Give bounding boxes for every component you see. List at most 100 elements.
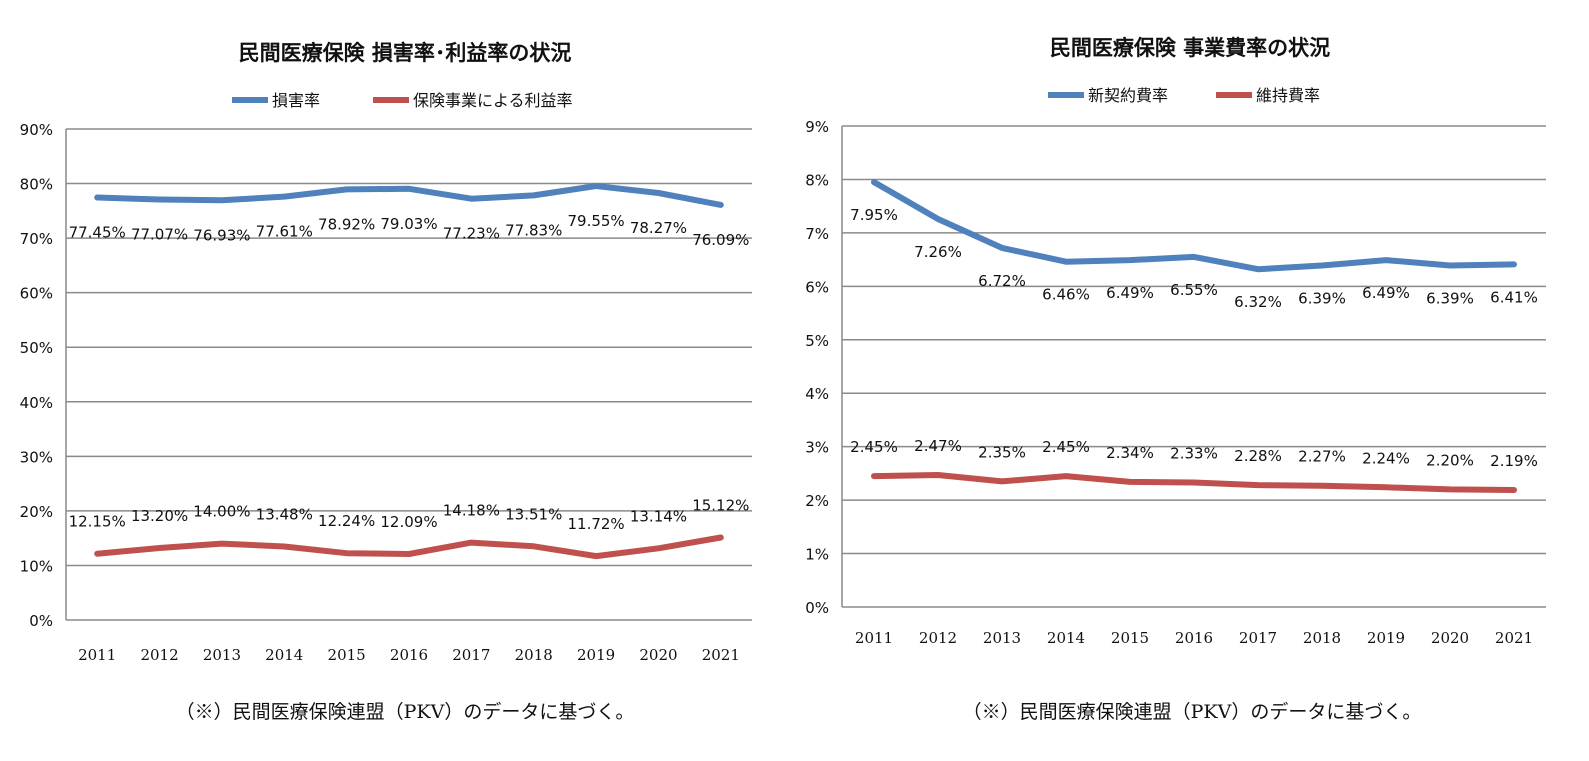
series-lines — [94, 183, 724, 560]
y-tick-labels: 0% 10% 20% 30% 40% 50% 60% 70% 80% 90% — [20, 121, 53, 630]
data-label: 6.39% — [1426, 289, 1474, 307]
series-lines — [871, 179, 1517, 493]
y-tick-label: 40% — [20, 394, 53, 412]
y-tick-label: 60% — [20, 285, 53, 303]
data-label: 77.83% — [505, 221, 562, 239]
x-tick-label: 2021 — [1495, 629, 1533, 647]
data-label: 2.45% — [850, 438, 898, 456]
data-label: 79.55% — [567, 212, 624, 230]
data-label: 15.12% — [692, 497, 749, 515]
data-labels: 77.45% 77.07% 76.93% 77.61% 78.92% 79.03% 77.2… — [69, 212, 750, 533]
x-tick-label: 2013 — [203, 646, 241, 664]
data-labels: 7.95% 7.26% 6.72% 6.46% 6.49% 6.55% 6.32% 6.39%… — [850, 206, 1538, 470]
x-tick-label: 2019 — [577, 646, 615, 664]
x-tick-label: 2012 — [919, 629, 957, 647]
data-label: 77.07% — [131, 226, 188, 244]
x-tick-label: 2011 — [78, 646, 116, 664]
y-tick-label: 6% — [805, 278, 829, 296]
data-label: 12.15% — [69, 513, 126, 531]
x-tick-labels: 2011 2012 2013 2014 2015 2016 2017 2018 2019 2020… — [78, 646, 740, 664]
data-label: 2.27% — [1298, 448, 1346, 466]
legend-label-loss-ratio: 損害率 — [272, 91, 320, 110]
data-label: 13.20% — [131, 507, 188, 525]
x-tick-label: 2015 — [328, 646, 366, 664]
data-label: 14.00% — [193, 503, 250, 521]
data-label: 13.14% — [630, 507, 687, 525]
data-label: 6.55% — [1170, 281, 1218, 299]
data-label: 6.46% — [1042, 286, 1090, 304]
loss-profit-chart: 民間医療保険 損害率･利益率の状況 損害率 保険事業による利益率 0% 10% 20… — [20, 41, 752, 723]
y-tick-label: 90% — [20, 121, 53, 139]
legend-label-profit-ratio: 保険事業による利益率 — [413, 91, 573, 110]
y-tick-label: 8% — [805, 171, 829, 189]
data-label: 13.51% — [505, 505, 562, 523]
x-tick-label: 2016 — [390, 646, 428, 664]
data-label: 14.18% — [443, 502, 500, 520]
y-tick-label: 0% — [805, 599, 829, 617]
source-note: （※）民間医療保険連盟（PKV）のデータに基づく。 — [963, 701, 1422, 723]
y-tick-label: 10% — [20, 557, 53, 575]
data-label: 2.34% — [1106, 444, 1154, 462]
x-tick-label: 2014 — [265, 646, 303, 664]
data-label: 7.26% — [914, 243, 962, 261]
series-line — [871, 179, 1517, 273]
legend-label-maintenance: 維持費率 — [1256, 86, 1320, 105]
y-tick-labels: 0% 1% 2% 3% 4% 5% 6% 7% 8% 9% — [805, 118, 829, 617]
x-tick-label: 2016 — [1175, 629, 1213, 647]
x-tick-label: 2018 — [515, 646, 553, 664]
x-tick-label: 2020 — [1431, 629, 1469, 647]
y-tick-label: 4% — [805, 385, 829, 403]
legend: 新契約費率 維持費率 — [1048, 86, 1320, 105]
y-tick-label: 7% — [805, 225, 829, 243]
source-note: （※）民間医療保険連盟（PKV）のデータに基づく。 — [176, 701, 635, 723]
y-tick-label: 9% — [805, 118, 829, 136]
data-label: 2.28% — [1234, 447, 1282, 465]
data-label: 6.32% — [1234, 293, 1282, 311]
y-tick-label: 20% — [20, 503, 53, 521]
data-label: 2.45% — [1042, 438, 1090, 456]
x-tick-label: 2012 — [140, 646, 178, 664]
data-label: 2.24% — [1362, 449, 1410, 467]
data-label: 76.93% — [193, 226, 250, 244]
y-tick-label: 5% — [805, 332, 829, 350]
data-label: 2.33% — [1170, 444, 1218, 462]
data-label: 77.23% — [443, 225, 500, 243]
data-label: 13.48% — [256, 505, 313, 523]
data-label: 77.45% — [69, 223, 126, 241]
data-label: 78.92% — [318, 215, 375, 233]
y-tick-label: 70% — [20, 230, 53, 248]
x-tick-labels: 2011 2012 2013 2014 2015 2016 2017 2018 2019 2020… — [855, 629, 1533, 647]
data-label: 6.49% — [1362, 284, 1410, 302]
data-label: 2.19% — [1490, 452, 1538, 470]
y-tick-label: 80% — [20, 176, 53, 194]
data-label: 76.09% — [692, 231, 749, 249]
data-label: 78.27% — [630, 219, 687, 237]
y-tick-label: 30% — [20, 448, 53, 466]
x-tick-label: 2011 — [855, 629, 893, 647]
expense-ratio-chart: 民間医療保険 事業費率の状況 新契約費率 維持費率 0% 1% 2% 3% 4% 5% 6%… — [805, 36, 1546, 723]
data-label: 12.24% — [318, 512, 375, 530]
data-label: 7.95% — [850, 206, 898, 224]
x-tick-label: 2018 — [1303, 629, 1341, 647]
data-label: 2.20% — [1426, 451, 1474, 469]
legend: 損害率 保険事業による利益率 — [232, 91, 573, 110]
x-tick-label: 2020 — [639, 646, 677, 664]
x-tick-label: 2017 — [452, 646, 490, 664]
series-line — [94, 534, 724, 560]
data-label: 2.47% — [914, 437, 962, 455]
y-gridlines — [841, 125, 1546, 608]
data-label: 77.61% — [256, 223, 313, 241]
y-tick-label: 50% — [20, 339, 53, 357]
data-label: 6.41% — [1490, 288, 1538, 306]
data-label: 79.03% — [380, 215, 437, 233]
x-tick-label: 2019 — [1367, 629, 1405, 647]
x-tick-label: 2021 — [702, 646, 740, 664]
y-tick-label: 0% — [29, 612, 53, 630]
legend-label-new-contract: 新契約費率 — [1088, 86, 1168, 105]
x-tick-label: 2015 — [1111, 629, 1149, 647]
data-label: 6.49% — [1106, 284, 1154, 302]
y-gridlines — [65, 128, 752, 621]
data-label: 12.09% — [380, 513, 437, 531]
chart-title: 民間医療保険 損害率･利益率の状況 — [239, 41, 572, 65]
